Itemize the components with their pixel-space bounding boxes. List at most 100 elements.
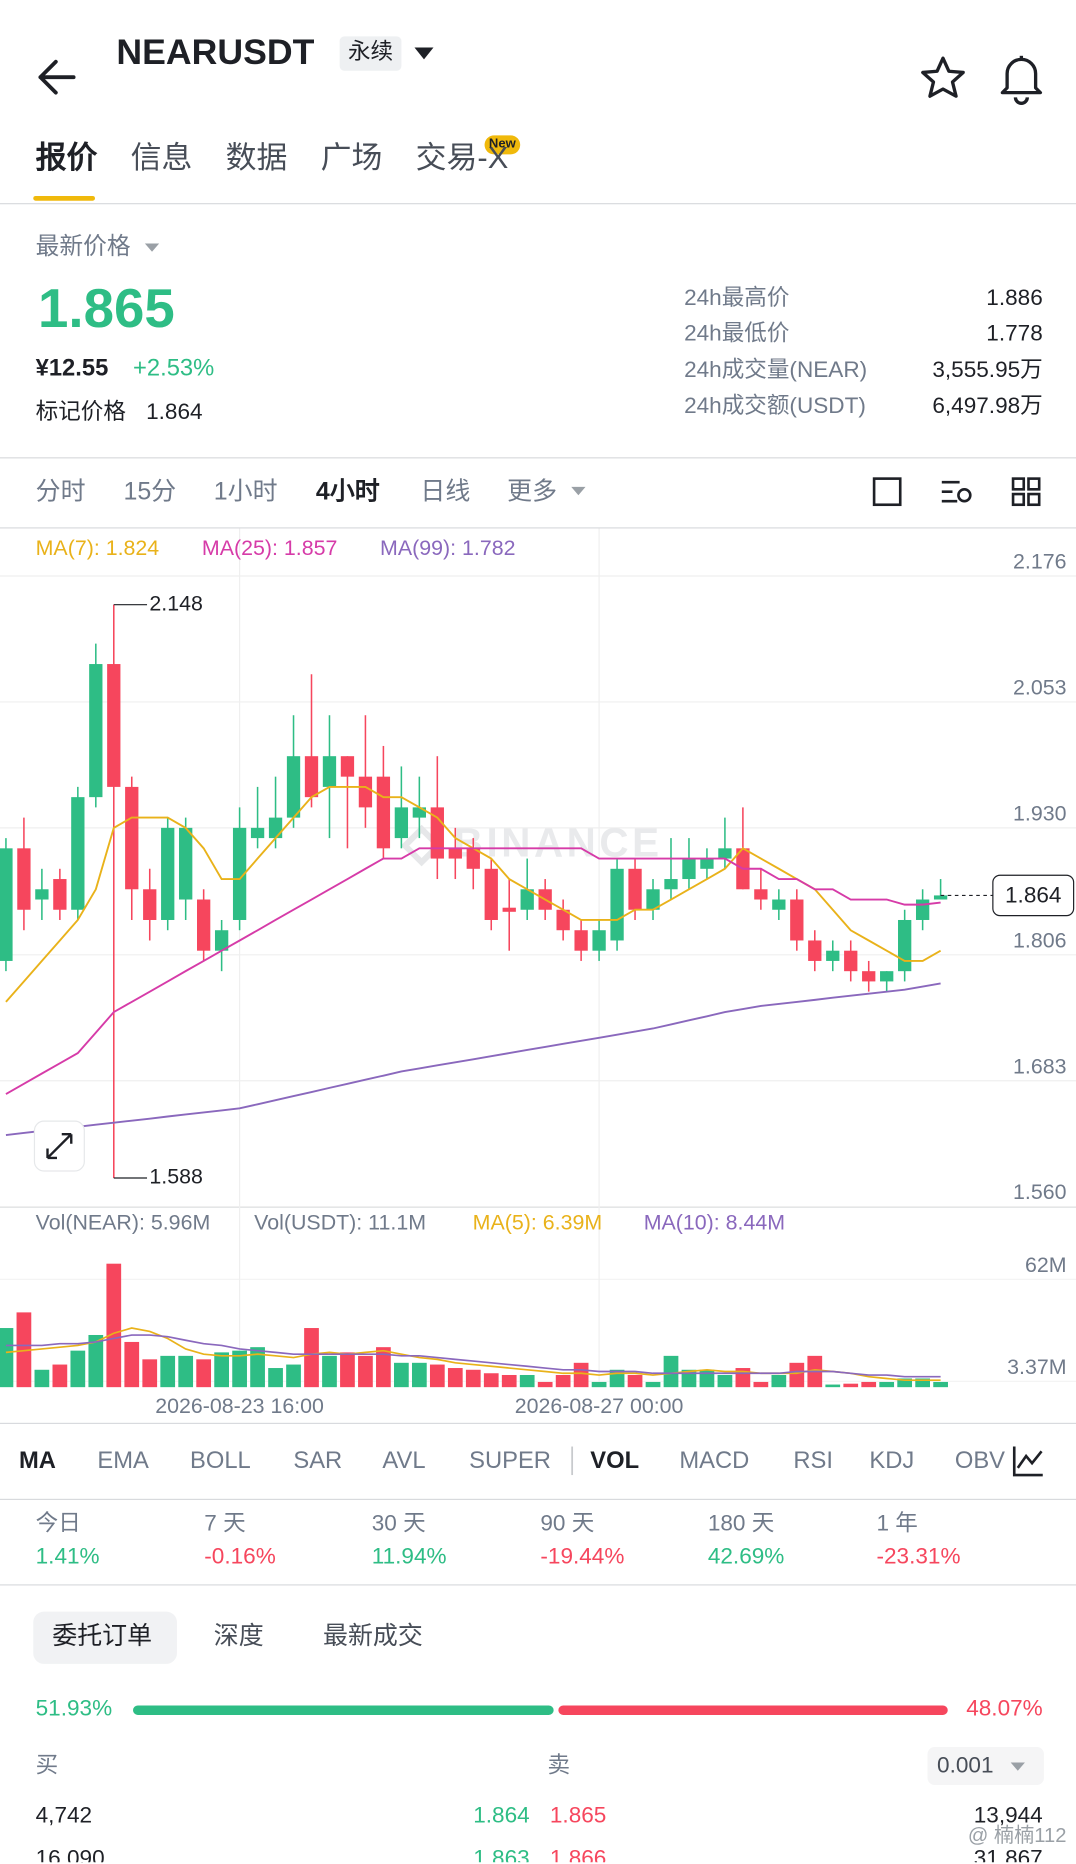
indicator-tab[interactable]: SUPER [469, 1447, 551, 1474]
candle-body [844, 950, 858, 972]
price-label[interactable]: 最新价格 [35, 233, 131, 261]
nav-tab[interactable]: 交易-X [415, 139, 509, 176]
candle-body [161, 827, 175, 920]
interval-tab[interactable]: 分时 [35, 477, 86, 506]
candle-body [682, 858, 696, 880]
buy-ratio-bar [133, 1705, 554, 1715]
bid-price: 1.863 [473, 1846, 530, 1863]
max-price-label: 2.148 [149, 591, 202, 615]
interval-tab[interactable]: 日线 [420, 477, 471, 506]
layout-icon[interactable] [1027, 477, 1041, 491]
indicator-tab[interactable]: OBV [954, 1447, 1006, 1474]
candle-body [268, 817, 283, 839]
candle-body [718, 848, 732, 859]
order-tab[interactable]: 深度 [213, 1622, 264, 1651]
indicator-tab[interactable]: VOL [590, 1447, 640, 1474]
ask-amount: 31,867 [973, 1846, 1043, 1863]
volume-bar [160, 1355, 176, 1388]
settings-icon-gear[interactable] [957, 488, 972, 503]
layout-icon[interactable] [1027, 492, 1041, 507]
mark-price: 1.864 [146, 399, 203, 425]
indicator-tab[interactable]: BOLL [190, 1447, 251, 1474]
volume-bar [142, 1359, 158, 1388]
interval-tab[interactable]: 1小时 [213, 477, 278, 506]
indicator-tab[interactable]: SAR [293, 1447, 343, 1474]
settings-icon[interactable] [941, 480, 960, 503]
precision[interactable]: 0.001 [937, 1753, 994, 1779]
nav-tab[interactable]: 信息 [130, 139, 193, 176]
ma-legend: MA(7): 1.824 [35, 535, 160, 560]
candle-body [107, 664, 121, 787]
ask-price: 1.866 [549, 1846, 607, 1863]
divider [0, 527, 1076, 529]
divider [0, 203, 1076, 205]
volume-bar [196, 1359, 212, 1388]
candle-body [466, 848, 480, 869]
buy-ratio: 51.93% [35, 1696, 113, 1722]
stat-label: 24h成交额(USDT) [684, 393, 866, 419]
y-tick-label: 2.053 [1013, 676, 1066, 700]
order-tab[interactable]: 委托订单 [52, 1622, 153, 1651]
new-badge [484, 135, 521, 155]
layout-icon[interactable] [1011, 492, 1026, 507]
layout-icon[interactable] [1011, 477, 1026, 491]
more-dropdown-icon[interactable] [571, 486, 586, 496]
precision-pill[interactable] [927, 1747, 1044, 1786]
candle-body [700, 858, 714, 869]
candle-body [933, 895, 948, 900]
indicator-tab[interactable]: RSI [793, 1447, 833, 1474]
volume-bar [250, 1347, 265, 1388]
indicator-tab[interactable]: MA [19, 1447, 56, 1474]
label-dropdown-icon[interactable] [144, 243, 160, 252]
nav-tab[interactable]: 数据 [225, 139, 288, 176]
order-tab[interactable]: 最新成交 [323, 1622, 423, 1651]
volume-bar [52, 1364, 68, 1388]
y-tick-label: 1.930 [1013, 801, 1067, 825]
back-button[interactable] [38, 59, 76, 95]
volume-ma-legend: MA(10): 8.44M [643, 1210, 786, 1235]
interval-tab[interactable]: 15分 [123, 477, 177, 506]
candle-body [574, 930, 588, 951]
stat-label: 24h最低价 [684, 321, 790, 347]
candle-body [484, 868, 498, 920]
x-tick-label: 2026-08-27 00:00 [515, 1394, 684, 1418]
volume-bar [34, 1369, 50, 1388]
dividers [0, 203, 1076, 1586]
candle-body [53, 879, 67, 910]
volume-bar [465, 1369, 481, 1388]
period-change: 42.69% [707, 1544, 785, 1570]
fullscreen-icon[interactable] [872, 477, 902, 507]
favorite-icon[interactable] [921, 56, 965, 98]
candle-body [286, 756, 301, 818]
cny-price: ¥12.55 [35, 355, 109, 382]
nav-tab[interactable]: 报价 [35, 139, 98, 176]
interval-tab[interactable]: 更多 [507, 477, 558, 506]
indicator-tab[interactable]: KDJ [869, 1447, 915, 1474]
dropdown-icon[interactable] [414, 47, 434, 60]
indicator-tab[interactable]: EMA [97, 1447, 149, 1474]
alert-icon[interactable] [1000, 55, 1043, 105]
indicator-settings-icon[interactable] [1012, 1446, 1043, 1477]
candle-body [304, 756, 319, 798]
indicator-tab[interactable]: AVL [382, 1447, 426, 1474]
indicator-tab[interactable]: MACD [679, 1447, 750, 1474]
candle-body [17, 848, 31, 910]
interval-tab[interactable]: 4小时 [315, 477, 380, 506]
order-tab-pill[interactable] [33, 1611, 177, 1664]
period-change: -0.16% [204, 1544, 276, 1570]
candle-body [71, 797, 85, 910]
precision-dropdown-icon[interactable] [1010, 1762, 1025, 1771]
candle-body [556, 909, 570, 931]
chart-tool-icons[interactable] [872, 477, 1041, 507]
price-line-label: 1.864 [1005, 883, 1061, 908]
volume-bar [268, 1368, 283, 1388]
volume-bar [178, 1355, 194, 1388]
volume-bar [699, 1369, 715, 1388]
volume-bar [645, 1381, 661, 1388]
ask-amount: 13,944 [973, 1803, 1043, 1829]
ma-legend: MA(99): 1.782 [380, 535, 516, 560]
candle-body [179, 827, 193, 900]
nav-tab[interactable]: 广场 [320, 139, 383, 176]
expand-button[interactable] [33, 1120, 85, 1172]
ma-legend: MA(25): 1.857 [201, 535, 338, 560]
